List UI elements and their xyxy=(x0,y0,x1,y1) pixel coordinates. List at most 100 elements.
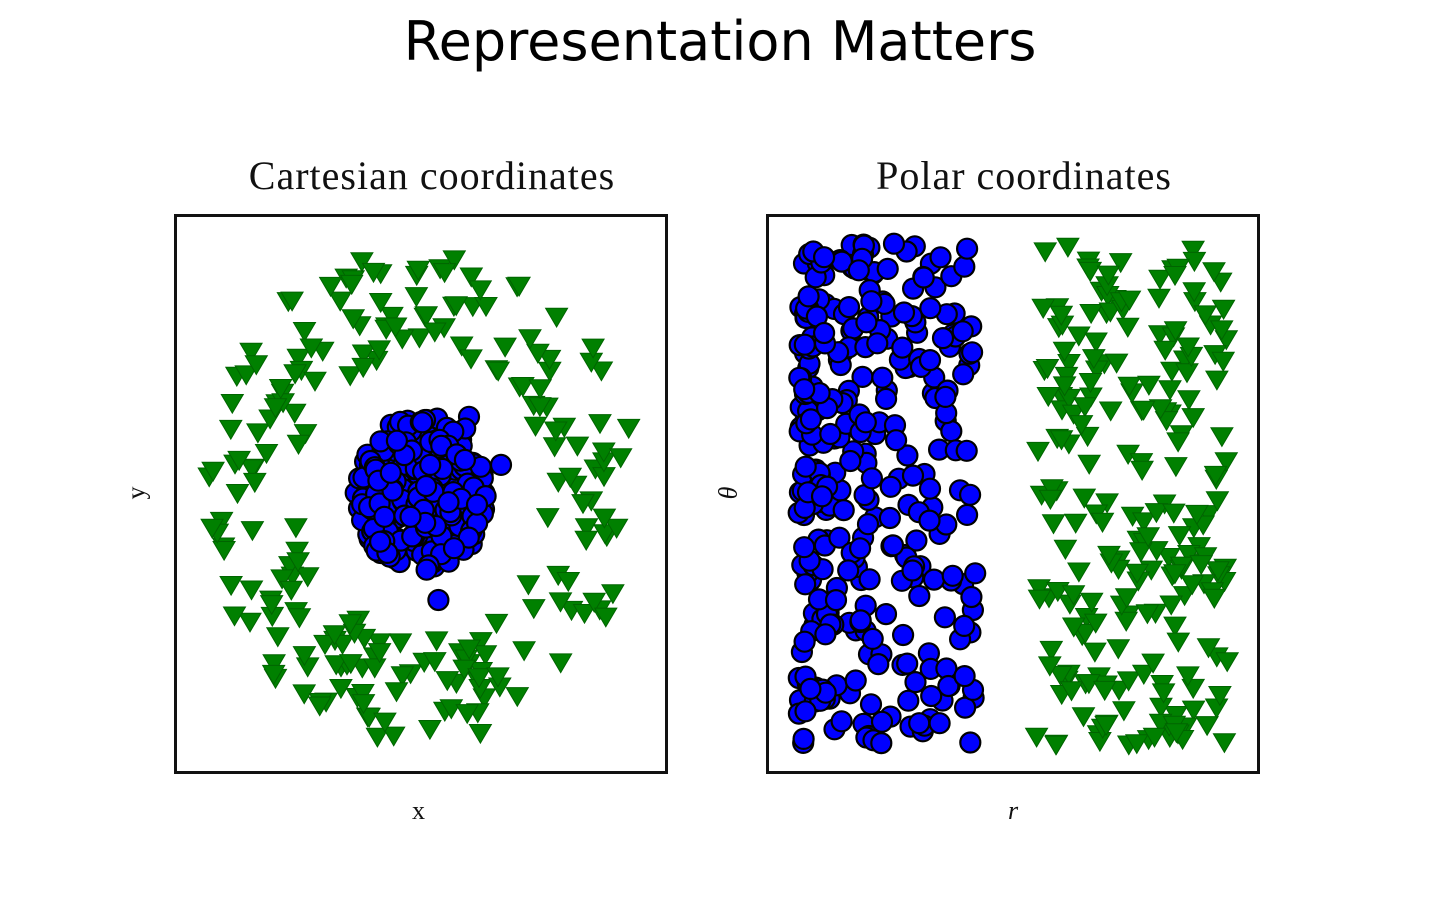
green-triangle-point xyxy=(1182,251,1207,273)
green-triangle-point xyxy=(1205,491,1230,512)
green-triangle-point xyxy=(1214,452,1239,473)
green-triangle-point xyxy=(373,712,397,733)
green-triangle-point xyxy=(1036,387,1061,408)
green-triangle-point xyxy=(1079,592,1104,613)
blue-circle-point xyxy=(794,573,817,596)
green-triangle-point xyxy=(418,720,442,741)
blue-circle-point xyxy=(839,449,862,473)
green-triangle-point xyxy=(1176,337,1200,358)
green-triangle-point xyxy=(242,472,267,494)
green-triangle-point xyxy=(1129,542,1153,563)
green-triangle-point xyxy=(227,450,251,472)
green-triangle-point xyxy=(270,569,294,590)
green-triangle-point xyxy=(404,287,429,308)
green-triangle-point xyxy=(582,592,607,613)
green-triangle-point xyxy=(1092,680,1117,702)
green-triangle-point xyxy=(246,423,270,444)
blue-circle-point xyxy=(812,321,836,345)
green-triangle-point xyxy=(279,580,304,601)
green-triangle-point xyxy=(1177,545,1201,566)
blue-circle-point xyxy=(953,665,976,688)
green-triangle-point xyxy=(528,379,553,400)
green-triangle-point xyxy=(263,398,288,419)
green-triangle-point xyxy=(542,437,567,458)
green-triangle-point xyxy=(572,604,597,625)
green-triangle-point xyxy=(468,280,493,301)
green-triangle-point xyxy=(1066,326,1091,347)
green-triangle-point xyxy=(299,338,324,359)
green-triangle-point xyxy=(535,508,560,529)
green-triangle-point xyxy=(1077,454,1102,475)
blue-circle-point xyxy=(793,333,816,356)
green-triangle-point xyxy=(455,704,480,725)
green-triangle-point xyxy=(422,652,447,673)
blue-circle-point xyxy=(442,537,466,560)
blue-circle-point xyxy=(876,257,899,281)
green-triangle-point xyxy=(225,484,250,505)
green-triangle-point xyxy=(1114,611,1139,632)
green-triangle-point xyxy=(293,424,318,445)
green-triangle-point xyxy=(268,379,293,400)
green-triangle-point xyxy=(1211,299,1236,320)
blue-circle-point xyxy=(908,584,931,608)
green-triangle-point xyxy=(1052,341,1077,362)
blue-circle-point xyxy=(920,684,943,708)
blue-circle-point xyxy=(928,712,951,735)
blue-circle-point xyxy=(858,568,881,591)
blue-circle-point xyxy=(415,558,438,581)
blue-circle-point xyxy=(953,255,976,278)
green-triangle-point xyxy=(1040,479,1064,500)
green-triangle-point xyxy=(200,518,224,539)
green-triangle-point xyxy=(1078,373,1103,394)
green-triangle-point xyxy=(1081,349,1106,370)
green-triangle-point xyxy=(526,343,550,364)
green-triangle-point xyxy=(1052,376,1077,397)
green-triangle-point xyxy=(1196,638,1221,659)
blue-circle-point xyxy=(937,674,960,698)
green-triangle-point xyxy=(608,448,633,469)
green-triangle-point xyxy=(449,336,474,357)
green-triangle-point xyxy=(518,329,542,350)
green-triangle-point xyxy=(565,436,590,457)
green-triangle-point xyxy=(1163,616,1187,637)
green-triangle-point xyxy=(1181,408,1206,429)
blue-circle-point xyxy=(837,295,861,319)
green-triangle-point xyxy=(1176,666,1200,687)
blue-circle-point xyxy=(952,363,975,386)
green-triangle-point xyxy=(1131,400,1156,421)
blue-circle-point xyxy=(419,453,442,476)
blue-circle-point xyxy=(881,534,905,557)
green-triangle-point xyxy=(1164,723,1189,744)
green-triangle-point xyxy=(1037,656,1062,677)
blue-circle-point xyxy=(866,332,889,355)
green-triangle-point xyxy=(259,595,284,616)
green-triangle-point xyxy=(239,580,264,601)
blue-circle-point xyxy=(901,464,925,487)
green-triangle-point xyxy=(591,442,616,463)
green-triangle-point xyxy=(1189,555,1214,576)
green-triangle-point xyxy=(546,472,571,493)
blue-circle-point xyxy=(799,677,822,700)
green-triangle-point xyxy=(1137,375,1161,396)
green-triangle-point xyxy=(1215,652,1240,673)
green-triangle-point xyxy=(1206,561,1230,582)
blue-circle-point xyxy=(793,630,816,653)
green-triangle-point xyxy=(1151,683,1176,704)
green-triangle-point xyxy=(365,727,390,748)
blue-circle-point xyxy=(859,693,883,716)
blue-circle-point xyxy=(799,408,823,431)
blue-circle-point xyxy=(953,614,976,637)
green-triangle-point xyxy=(1114,588,1139,609)
blue-circle-point xyxy=(882,232,906,255)
green-triangle-point xyxy=(219,576,243,597)
green-triangle-point xyxy=(1090,512,1115,533)
green-triangle-point xyxy=(390,666,415,687)
blue-circle-point xyxy=(879,475,902,498)
green-triangle-point xyxy=(1202,588,1227,609)
green-triangle-point xyxy=(1084,332,1108,353)
green-triangle-point xyxy=(1166,632,1191,653)
blue-circle-point xyxy=(793,536,816,559)
green-triangle-point xyxy=(589,361,614,382)
blue-circle-point xyxy=(369,530,392,553)
green-triangle-point xyxy=(1142,727,1167,748)
